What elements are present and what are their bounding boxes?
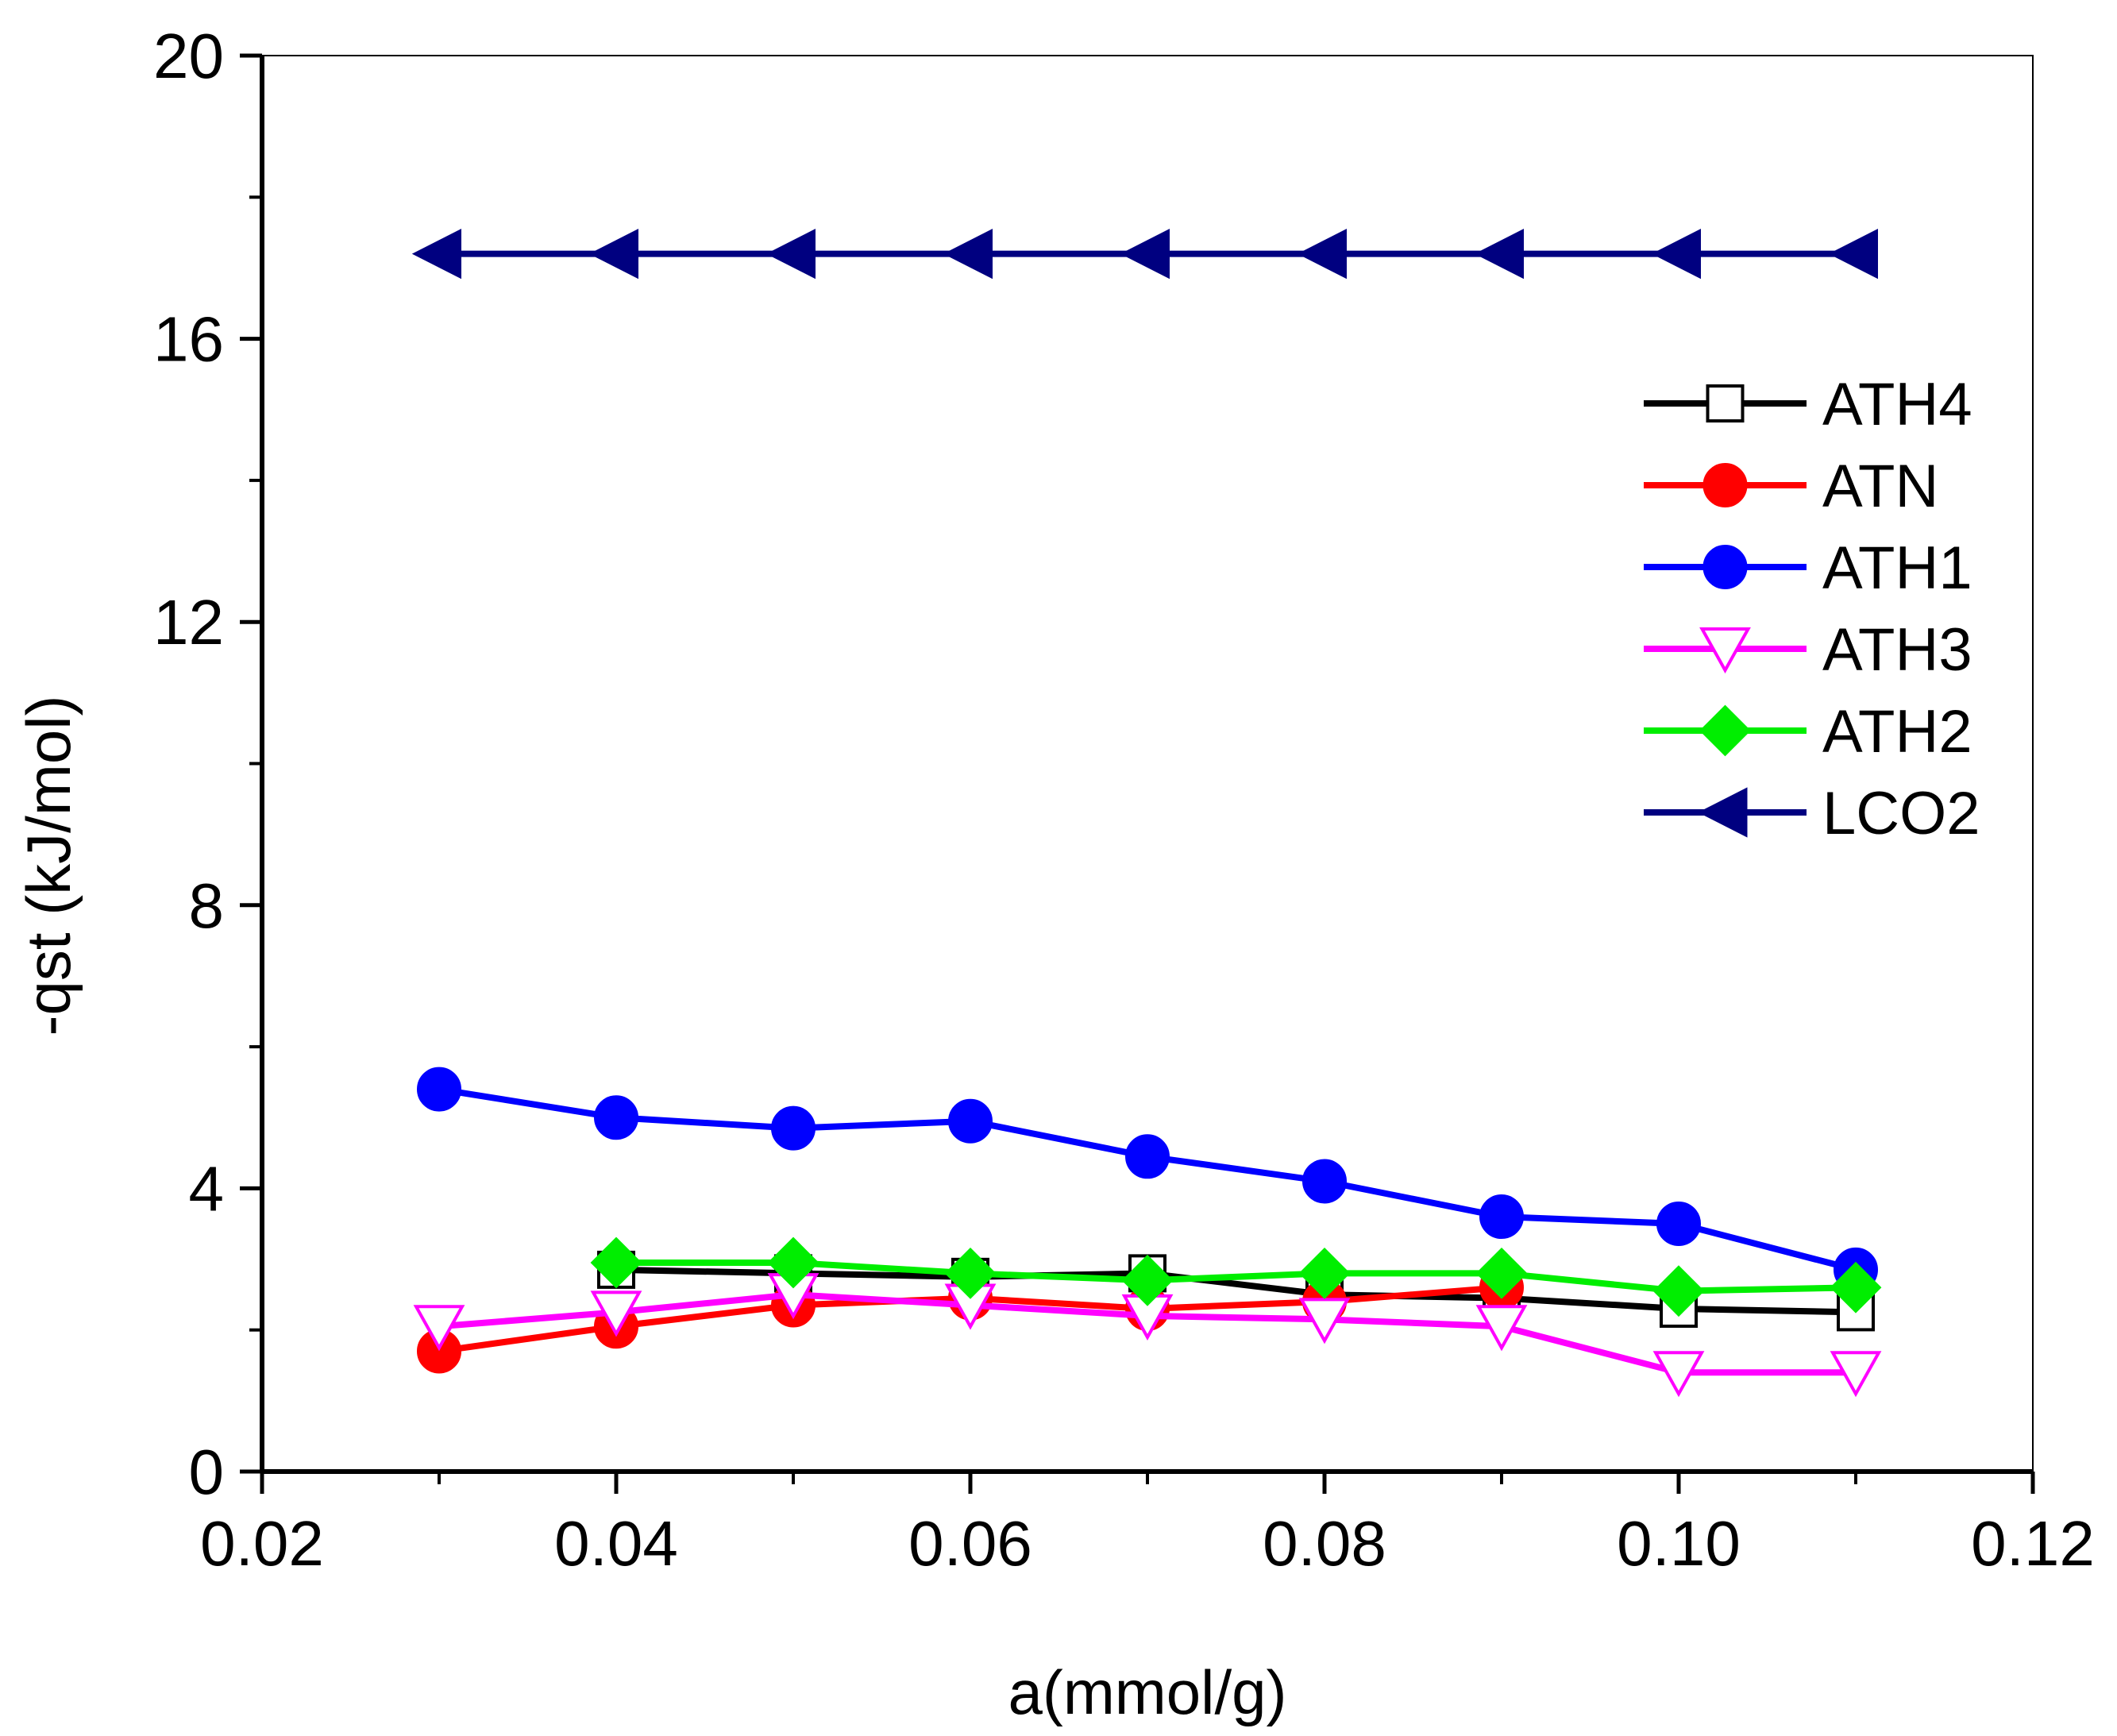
series-line-ath2 [616,1260,1857,1294]
data-point-lco2 [1120,228,1170,280]
legend-marker-ath1 [1702,545,1748,589]
data-point-lco2 [411,228,461,280]
data-point-ath2 [1475,1247,1528,1299]
legend-label-ath2: ATH2 [1822,698,1972,766]
data-point-ath1 [1302,1159,1347,1204]
legend-marker-atn [1702,463,1748,507]
data-point-ath1 [594,1095,638,1140]
data-point-lco2 [765,228,816,280]
legend-item-ath1: ATH1 [1644,534,1972,602]
series-ath2 [590,1236,1882,1317]
x-tick-label: 0.06 [908,1508,1032,1579]
data-point-ath2 [1121,1254,1174,1306]
legend-marker-ath3 [1699,627,1751,674]
y-tick-label: 8 [189,870,225,941]
y-tick-label: 4 [189,1153,225,1224]
series-lco2 [411,228,1878,280]
legend-item-atn: ATN [1644,453,1938,520]
data-point-ath2 [1298,1247,1351,1299]
data-point-ath3 [1298,1298,1351,1344]
legend-item-ath3: ATH3 [1644,616,1972,684]
legend-label-atn: ATN [1822,453,1938,520]
data-point-ath1 [1125,1134,1170,1179]
y-tick-label: 16 [153,304,224,375]
data-point-lco2 [1828,228,1878,280]
series-line-ath4 [615,1266,1857,1316]
x-tick-label: 0.10 [1617,1508,1741,1579]
data-point-ath3 [413,1305,465,1352]
legend-marker-ath2 [1699,704,1751,757]
data-point-ath1 [417,1067,461,1112]
x-tick-label: 0.02 [200,1508,324,1579]
data-point-ath2 [767,1236,819,1289]
y-axis-title: -qst (kJ/mol) [13,696,83,1036]
data-point-ath3 [590,1290,642,1337]
legend: ATH4 ATN ATH1 ATH3 ATH2 LCO2 [1644,371,1980,847]
x-tick-label: 0.12 [1971,1508,2095,1579]
data-point-ath1 [1479,1194,1524,1240]
legend-label-lco2: LCO2 [1822,780,1980,847]
data-point-ath2 [1830,1261,1882,1314]
data-point-ath3 [1830,1351,1882,1398]
data-point-lco2 [943,228,993,280]
legend-item-ath4: ATH4 [1644,371,1972,438]
y-tick-label: 0 [189,1437,225,1507]
data-point-lco2 [1297,228,1347,280]
data-point-ath2 [1652,1265,1705,1317]
data-point-ath2 [590,1236,642,1289]
data-point-ath3 [1475,1305,1528,1352]
series-ath3 [413,1273,1882,1398]
x-tick-label: 0.04 [554,1508,678,1579]
x-axis-title: a(mmol/g) [1008,1657,1286,1727]
legend-item-lco2: LCO2 [1644,780,1980,847]
data-point-ath2 [944,1247,997,1299]
legend-label-ath4: ATH4 [1822,371,1972,438]
legend-label-ath3: ATH3 [1822,616,1972,684]
data-point-ath1 [771,1105,816,1151]
data-point-lco2 [1651,228,1701,280]
data-point-lco2 [1474,228,1524,280]
data-point-ath3 [1652,1351,1705,1398]
legend-label-ath1: ATH1 [1822,534,1972,602]
axes-layer: 0.02 0.04 0.06 0.08 0.10 0.12 0 4 8 12 16 20 [153,21,2095,1579]
y-tick-label: 20 [153,21,224,91]
legend-marker-lco2 [1698,787,1748,838]
series-line-ath1 [438,1086,1857,1273]
legend-item-ath2: ATH2 [1644,698,1972,766]
legend-marker-ath4 [1706,384,1745,422]
y-tick-label: 12 [153,587,224,658]
data-point-ath1 [1656,1201,1701,1246]
data-point-ath1 [948,1098,993,1144]
data-point-lco2 [588,228,638,280]
x-tick-label: 0.08 [1263,1508,1386,1579]
series-layer [411,228,1882,1398]
